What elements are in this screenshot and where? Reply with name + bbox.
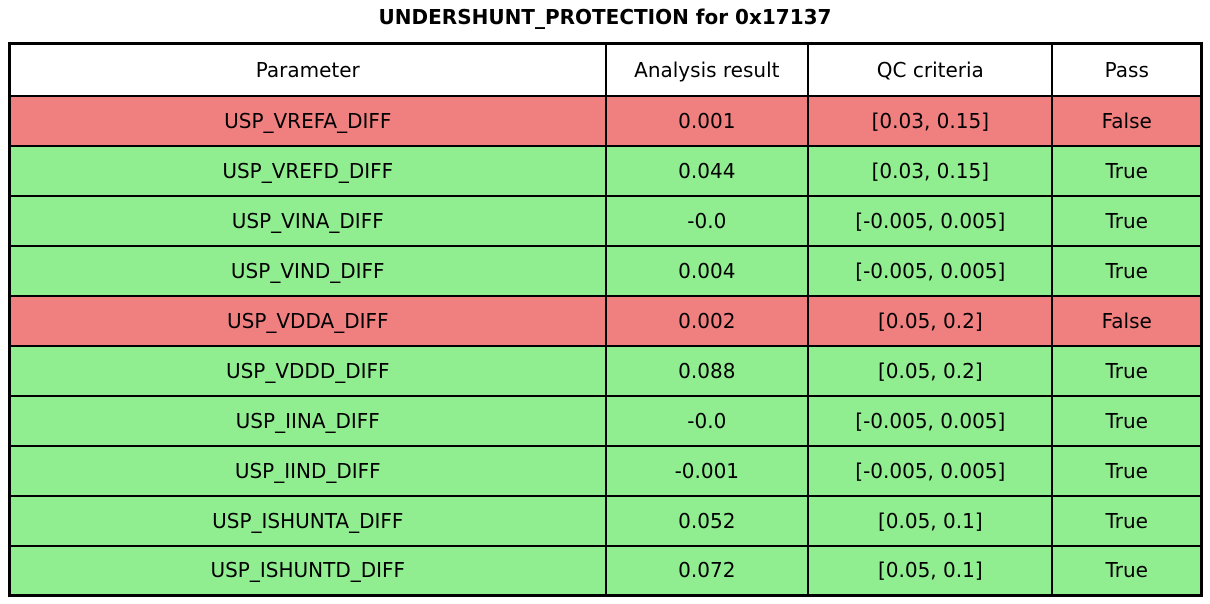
analysis-result-cell: 0.072 xyxy=(604,544,810,597)
qc-criteria-cell: [0.05, 0.1] xyxy=(807,544,1054,597)
pass-cell: False xyxy=(1051,294,1203,347)
pass-cell: True xyxy=(1051,544,1203,597)
qc-criteria-cell: [0.05, 0.2] xyxy=(807,294,1054,347)
table-body: USP_VREFA_DIFF 0.001 [0.03, 0.15] False USP_… xyxy=(8,94,1203,597)
parameter-cell: USP_VIND_DIFF xyxy=(8,244,607,297)
qc-criteria-cell: [0.03, 0.15] xyxy=(807,94,1054,147)
analysis-result-cell: 0.088 xyxy=(604,344,810,397)
column-header-parameter: Parameter xyxy=(8,42,607,97)
pass-cell: True xyxy=(1051,344,1203,397)
parameter-cell: USP_IIND_DIFF xyxy=(8,444,607,497)
analysis-result-cell: 0.044 xyxy=(604,144,810,197)
analysis-result-cell: 0.052 xyxy=(604,494,810,547)
qc-criteria-cell: [-0.005, 0.005] xyxy=(807,394,1054,447)
analysis-result-cell: -0.0 xyxy=(604,194,810,247)
table-header-row: Parameter Analysis result QC criteria Pa… xyxy=(8,42,1203,97)
parameter-cell: USP_VREFA_DIFF xyxy=(8,94,607,147)
parameter-cell: USP_VDDA_DIFF xyxy=(8,294,607,347)
table-row: USP_IINA_DIFF -0.0 [-0.005, 0.005] True xyxy=(8,394,1203,447)
table-row: USP_VREFA_DIFF 0.001 [0.03, 0.15] False xyxy=(8,94,1203,147)
analysis-result-cell: 0.004 xyxy=(604,244,810,297)
qc-criteria-cell: [0.03, 0.15] xyxy=(807,144,1054,197)
pass-cell: True xyxy=(1051,144,1203,197)
table-row: USP_VINA_DIFF -0.0 [-0.005, 0.005] True xyxy=(8,194,1203,247)
analysis-result-cell: 0.001 xyxy=(604,94,810,147)
parameter-cell: USP_VINA_DIFF xyxy=(8,194,607,247)
table-row: USP_VIND_DIFF 0.004 [-0.005, 0.005] True xyxy=(8,244,1203,297)
table-row: USP_ISHUNTD_DIFF 0.072 [0.05, 0.1] True xyxy=(8,544,1203,597)
table-row: USP_VREFD_DIFF 0.044 [0.03, 0.15] True xyxy=(8,144,1203,197)
qc-table: Parameter Analysis result QC criteria Pa… xyxy=(8,42,1203,597)
figure-title: UNDERSHUNT_PROTECTION for 0x17137 xyxy=(378,5,832,29)
analysis-result-cell: -0.0 xyxy=(604,394,810,447)
parameter-cell: USP_VREFD_DIFF xyxy=(8,144,607,197)
pass-cell: True xyxy=(1051,494,1203,547)
column-header-pass: Pass xyxy=(1051,42,1203,97)
analysis-result-cell: 0.002 xyxy=(604,294,810,347)
table-row: USP_VDDA_DIFF 0.002 [0.05, 0.2] False xyxy=(8,294,1203,347)
qc-criteria-cell: [-0.005, 0.005] xyxy=(807,244,1054,297)
column-header-qc-criteria: QC criteria xyxy=(807,42,1054,97)
table-row: USP_VDDD_DIFF 0.088 [0.05, 0.2] True xyxy=(8,344,1203,397)
parameter-cell: USP_IINA_DIFF xyxy=(8,394,607,447)
table-row: USP_IIND_DIFF -0.001 [-0.005, 0.005] True xyxy=(8,444,1203,497)
parameter-cell: USP_VDDD_DIFF xyxy=(8,344,607,397)
qc-criteria-cell: [-0.005, 0.005] xyxy=(807,194,1054,247)
analysis-result-cell: -0.001 xyxy=(604,444,810,497)
qc-criteria-cell: [0.05, 0.2] xyxy=(807,344,1054,397)
table-row: USP_ISHUNTA_DIFF 0.052 [0.05, 0.1] True xyxy=(8,494,1203,547)
pass-cell: True xyxy=(1051,194,1203,247)
qc-criteria-cell: [-0.005, 0.005] xyxy=(807,444,1054,497)
parameter-cell: USP_ISHUNTA_DIFF xyxy=(8,494,607,547)
column-header-analysis-result: Analysis result xyxy=(604,42,810,97)
qc-criteria-cell: [0.05, 0.1] xyxy=(807,494,1054,547)
pass-cell: False xyxy=(1051,94,1203,147)
pass-cell: True xyxy=(1051,244,1203,297)
pass-cell: True xyxy=(1051,394,1203,447)
parameter-cell: USP_ISHUNTD_DIFF xyxy=(8,544,607,597)
pass-cell: True xyxy=(1051,444,1203,497)
